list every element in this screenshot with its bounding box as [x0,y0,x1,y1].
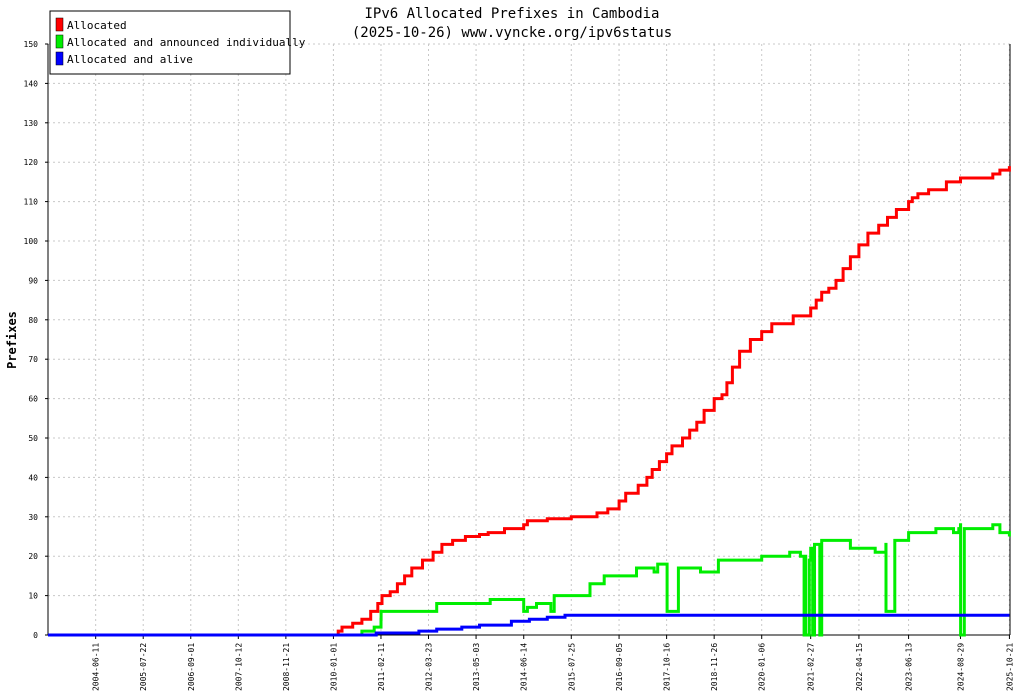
series-line-3 [48,613,1010,637]
y-tick-label: 90 [28,276,38,285]
chart-title: IPv6 Allocated Prefixes in Cambodia [364,6,659,22]
y-tick-label: 110 [24,198,39,207]
y-tick-label: 140 [24,79,39,88]
y-tick-label: 120 [24,158,39,167]
x-tick-label: 2005-07-22 [139,643,148,691]
y-tick-label: 80 [28,316,38,325]
series-line-1 [48,166,1011,637]
chart-subtitle: (2025-10-26) www.vyncke.org/ipv6status [352,25,672,41]
x-tick-label: 2017-10-16 [663,643,672,691]
x-tick-label: 2014-06-14 [520,643,529,691]
x-tick-label: 2010-01-01 [329,643,338,691]
legend: Allocated Allocated and announced individ… [49,10,306,75]
y-axis-label: Prefixes [5,311,19,369]
legend-label: Allocated and announced individually [67,36,306,49]
legend-box [49,10,291,75]
legend-label: Allocated [67,19,127,32]
x-tick-label: 2013-05-03 [472,643,481,691]
x-tick-label: 2012-03-23 [425,643,434,691]
legend-swatch [55,17,64,32]
y-tick-label: 40 [28,473,38,482]
y-tick-label: 70 [28,355,38,364]
x-tick-label: 2021-02-27 [807,643,816,691]
x-tick-label: 2007-10-12 [234,643,243,691]
x-tick-label: 2008-11-21 [282,643,291,691]
series-line-2 [48,523,1011,637]
y-tick-label: 10 [28,592,38,601]
x-tick-label: 2022-04-15 [855,643,864,691]
x-tick-label: 2025-10-21 [1005,643,1014,691]
x-tick-label: 2023-06-13 [905,643,914,691]
x-tick-label: 2018-11-26 [710,643,719,691]
y-tick-label: 50 [28,434,38,443]
y-tick-label: 30 [28,513,38,522]
axes: 0 10 20 30 40 50 60 70 80 90 100 110 120 130 140 150 200… [24,40,1015,691]
x-tick-label: 2024-08-29 [956,643,965,691]
y-tick-label: 150 [24,40,39,49]
y-tick-label: 60 [28,395,38,404]
plot-area [48,44,1010,635]
series-layer [48,166,1011,637]
y-tick-label: 100 [24,237,39,246]
y-tick-label: 130 [24,119,39,128]
x-tick-label: 2006-09-01 [187,643,196,691]
y-tick-label: 0 [33,631,38,640]
x-tick-label: 2004-06-11 [92,643,101,691]
x-tick-label: 2011-02-11 [377,643,386,691]
x-tick-label: 2015-07-25 [567,643,576,691]
x-tick-label: 2016-09-05 [615,643,624,691]
legend-label: Allocated and alive [67,53,193,66]
legend-swatch [55,51,64,66]
legend-swatch [55,34,64,49]
y-tick-label: 20 [28,552,38,561]
x-tick-label: 2020-01-06 [758,643,767,691]
